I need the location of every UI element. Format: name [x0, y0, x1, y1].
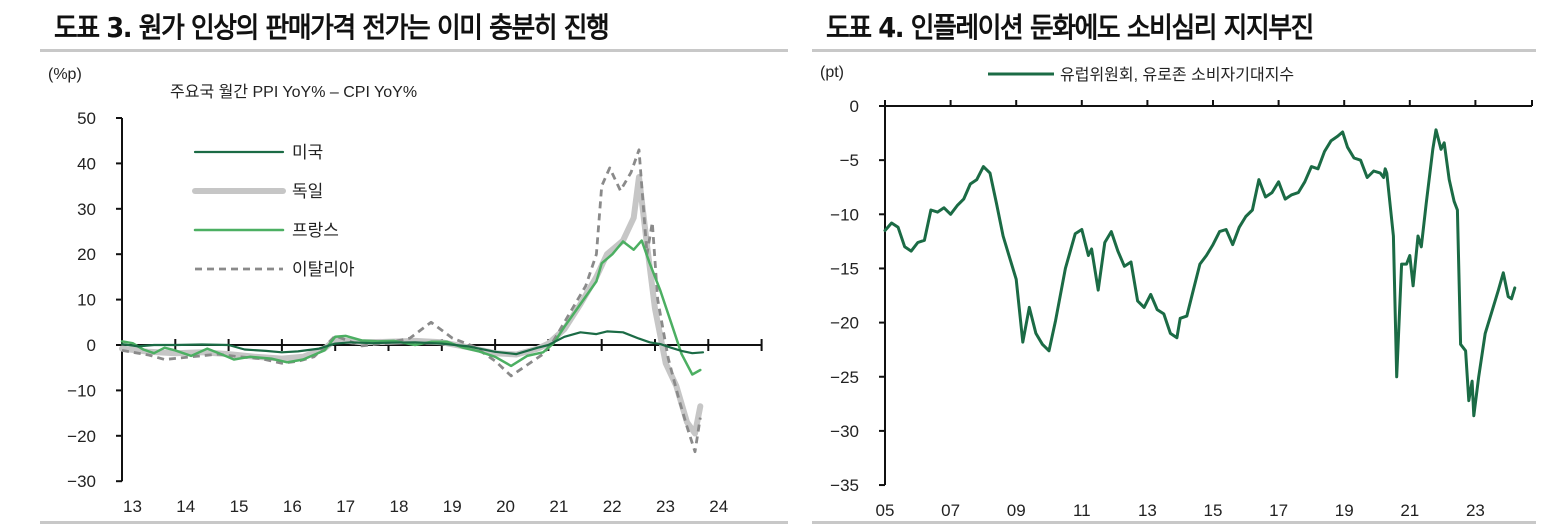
y-axis: 0 −5 −10 −15 −20 −25 −30 −35 [830, 97, 886, 495]
x-tick-label: 20 [496, 497, 515, 516]
legend-label: 독일 [292, 182, 323, 201]
x-tick-label: 11 [1073, 501, 1091, 520]
y-tick-label: 0 [850, 97, 859, 116]
x-tick-label: 17 [1269, 501, 1288, 520]
legend-label: 프랑스 [292, 221, 339, 240]
y-axis-unit-label: (pt) [820, 64, 844, 81]
x-tick-label: 09 [1007, 501, 1026, 520]
y-axis-unit-label: (%p) [48, 66, 82, 83]
chart-subtitle: 주요국 월간 PPI YoY% – CPI YoY% [170, 83, 417, 101]
series-line-1 [119, 174, 704, 437]
legend-label: 이탈리아 [292, 260, 355, 279]
chart-title: 도표 4. 인플레이션 둔화에도 소비심리 지지부진 [826, 11, 1314, 44]
x-tick-label: 21 [549, 497, 568, 516]
x-tick-label: 16 [283, 497, 302, 516]
y-tick-label: −5 [840, 151, 859, 170]
legend-label: 미국 [292, 143, 323, 162]
y-tick-label: −25 [830, 368, 859, 387]
y-tick-label: −20 [67, 427, 96, 446]
x-tick-label: 14 [176, 497, 195, 516]
chart-panel-left: 도표 3. 원가 인상의 판매가격 전가는 이미 충분히 진행 [40, 0, 788, 529]
x-tick-label: 05 [876, 501, 895, 520]
y-tick-label: 20 [77, 245, 96, 264]
x-tick-label: 19 [1335, 501, 1354, 520]
y-tick-label: −10 [67, 381, 96, 400]
x-tick-label: 22 [603, 497, 622, 516]
series-lines [119, 148, 705, 454]
y-tick-label: −10 [830, 205, 859, 224]
x-axis: 05 07 09 11 13 15 17 19 21 23 [876, 100, 1533, 520]
series-line-2 [120, 239, 702, 376]
y-tick-label: −30 [67, 472, 96, 491]
chart-title: 도표 3. 원가 인상의 판매가격 전가는 이미 충분히 진행 [54, 11, 610, 44]
x-tick-label: 21 [1400, 501, 1419, 520]
chart-panel-right: 도표 4. 인플레이션 둔화에도 소비심리 지지부진 [812, 0, 1536, 529]
x-tick-label: 15 [230, 497, 249, 516]
x-tick-label: 23 [1466, 501, 1485, 520]
x-tick-label: 19 [443, 497, 462, 516]
y-tick-label: −35 [830, 476, 859, 495]
y-tick-label: 50 [77, 109, 96, 128]
x-tick-label: 13 [123, 497, 142, 516]
y-tick-label: −15 [830, 259, 859, 278]
x-tick-label: 17 [336, 497, 355, 516]
x-tick-label: 18 [390, 497, 409, 516]
x-tick-label: 13 [1138, 501, 1157, 520]
y-tick-label: 10 [77, 291, 96, 310]
series-line-0 [120, 330, 705, 356]
legend-label: 유럽위원회, 유로존 소비자기대지수 [1060, 66, 1294, 84]
y-tick-label: −20 [830, 314, 859, 333]
x-tick-label: 24 [709, 497, 728, 516]
right-line-chart: (pt) 유럽위원회, 유로존 소비자기대지수 0 −5 −10 −15 −20 −25 −… [820, 64, 1533, 520]
x-tick-label: 15 [1204, 501, 1223, 520]
y-tick-label: 0 [87, 336, 96, 355]
series-lines [883, 128, 1517, 418]
series-line-0 [883, 128, 1517, 418]
y-tick-label: 30 [77, 200, 96, 219]
divider-top [812, 49, 1536, 52]
divider-bottom [40, 521, 788, 524]
divider-bottom [812, 521, 1536, 524]
x-tick-label: 07 [941, 501, 960, 520]
left-line-chart: (%p) 주요국 월간 PPI YoY% – CPI YoY% 50 40 30 20… [48, 66, 763, 516]
y-tick-label: −30 [830, 422, 859, 441]
y-tick-label: 40 [77, 154, 96, 173]
divider-top [40, 49, 788, 52]
series-line-3 [121, 148, 702, 454]
y-axis: 50 40 30 20 10 0 −10 −20 −30 [67, 109, 123, 491]
x-tick-label: 23 [656, 497, 675, 516]
